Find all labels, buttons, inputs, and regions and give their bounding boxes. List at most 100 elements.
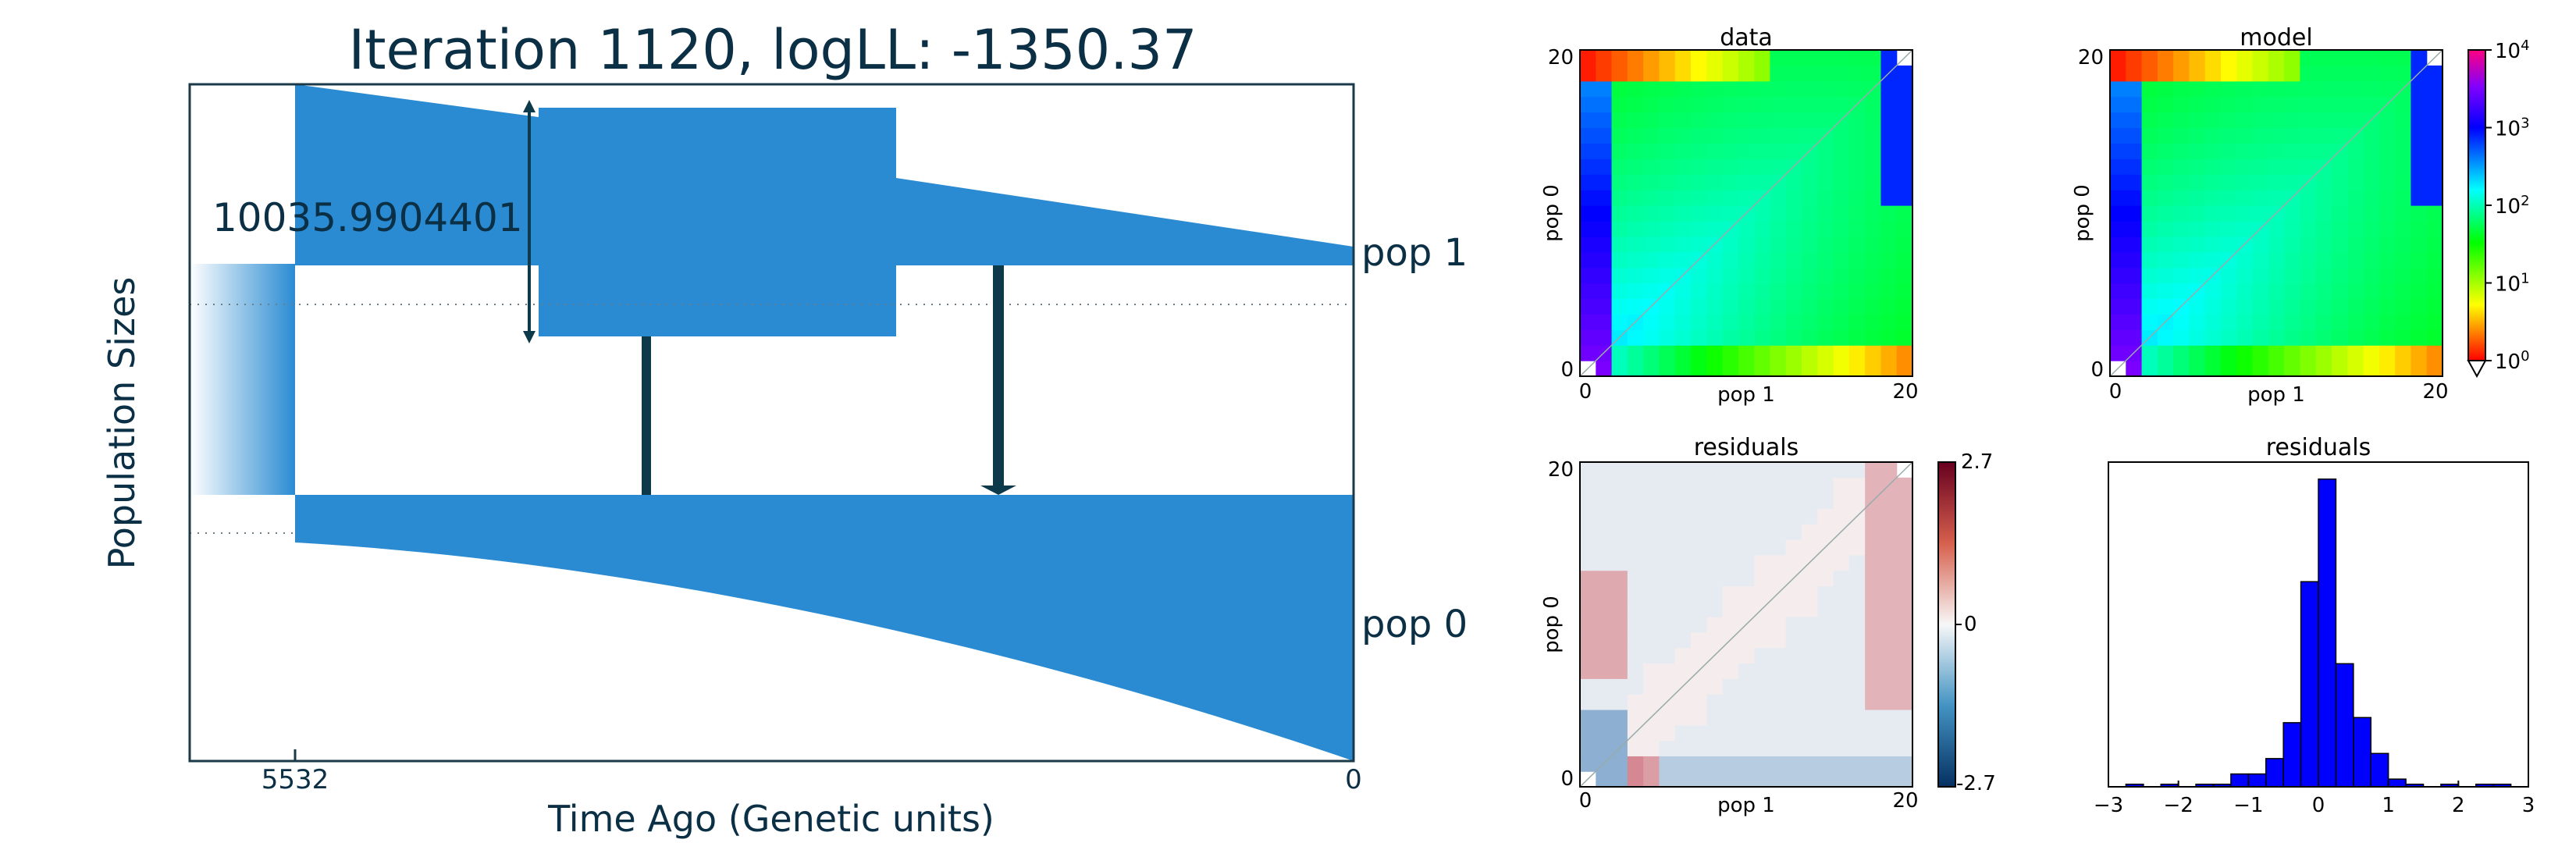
heatmap-cell bbox=[1833, 477, 1850, 494]
heatmap-cell bbox=[2332, 251, 2348, 269]
heatmap-cell bbox=[1802, 724, 1818, 742]
heatmap-cell bbox=[1611, 631, 1628, 649]
heatmap-cell bbox=[2332, 112, 2348, 129]
heatmap-cell bbox=[1643, 361, 1660, 377]
heatmap-cell bbox=[2204, 65, 2222, 82]
heatmap-cell bbox=[2221, 205, 2237, 222]
heatmap-cell bbox=[1659, 329, 1676, 346]
heatmap-cell bbox=[2110, 190, 2126, 206]
heatmap-cell bbox=[1896, 678, 1913, 695]
heatmap-cell bbox=[1817, 709, 1834, 726]
heatmap-cell bbox=[2315, 298, 2332, 315]
heatmap-cell bbox=[2252, 143, 2269, 159]
heatmap-cell bbox=[1865, 283, 1882, 300]
colorbar-tick-label: 103 bbox=[2495, 116, 2530, 141]
heatmap-cell bbox=[1738, 694, 1755, 710]
heatmap-cell bbox=[2395, 345, 2412, 361]
heatmap-cell bbox=[1785, 524, 1802, 540]
heatmap-cell bbox=[1880, 554, 1898, 571]
heatmap-cell bbox=[1706, 329, 1724, 346]
pop-0-label: pop 0 bbox=[1361, 603, 1468, 646]
heatmap-cell bbox=[1611, 617, 1628, 633]
heatmap-cell bbox=[1754, 570, 1771, 587]
heatmap-cell bbox=[2252, 314, 2269, 330]
heatmap-cell bbox=[1785, 709, 1802, 726]
heatmap-cell bbox=[1722, 127, 1739, 144]
heatmap-cell bbox=[1627, 190, 1644, 206]
heatmap-cell bbox=[2173, 329, 2190, 346]
heatmap-cell bbox=[1865, 570, 1882, 587]
heatmap-cell bbox=[1770, 220, 1787, 237]
heatmap-cell bbox=[1802, 663, 1818, 679]
heatmap-cell bbox=[2411, 329, 2428, 346]
heatmap-cell bbox=[1659, 771, 1676, 788]
heatmap-cell bbox=[2315, 345, 2332, 361]
heatmap-cell bbox=[2157, 345, 2174, 361]
heatmap-cell bbox=[1802, 678, 1818, 695]
heatmap-cell bbox=[1865, 756, 1882, 772]
data-heatmap-frame bbox=[1579, 49, 1913, 377]
heatmap-cell bbox=[2284, 251, 2301, 269]
heatmap-cell bbox=[1627, 601, 1644, 617]
heatmap-cell bbox=[2173, 158, 2190, 175]
heatmap-cell bbox=[1611, 96, 1628, 113]
heatmap-cell bbox=[2252, 345, 2269, 361]
heatmap-cell bbox=[1865, 50, 1882, 66]
heatmap-cell bbox=[2221, 361, 2237, 377]
x-tick-label: 20 bbox=[2422, 380, 2448, 404]
heatmap-cell bbox=[1833, 539, 1850, 556]
heatmap-cell bbox=[1722, 283, 1739, 300]
heatmap-cell bbox=[1785, 771, 1802, 788]
heatmap-cell bbox=[1596, 329, 1613, 346]
heatmap-cell bbox=[1738, 345, 1755, 361]
heatmap-cell bbox=[1880, 112, 1898, 129]
heatmap-cell bbox=[1706, 190, 1724, 206]
heatmap-cell bbox=[2141, 112, 2158, 129]
heatmap-cell bbox=[1674, 740, 1692, 756]
heatmap-cell bbox=[1580, 493, 1596, 510]
heatmap-cell bbox=[2236, 361, 2254, 377]
heatmap-cell bbox=[1691, 174, 1707, 190]
heatmap-cell bbox=[2332, 345, 2348, 361]
heatmap-cell bbox=[2379, 314, 2396, 330]
heatmap-cell bbox=[1880, 601, 1898, 617]
heatmap-cell bbox=[1627, 329, 1644, 346]
heatmap-cell bbox=[1674, 143, 1692, 159]
heatmap-cell bbox=[2347, 158, 2364, 175]
heatmap-cell bbox=[1817, 345, 1834, 361]
heatmap-cell bbox=[2332, 236, 2348, 253]
heatmap-cell bbox=[1880, 570, 1898, 587]
heatmap-cell bbox=[1643, 220, 1660, 237]
heatmap-cell bbox=[2204, 298, 2222, 315]
heatmap-cell bbox=[1580, 554, 1596, 571]
heatmap-cell bbox=[1627, 298, 1644, 315]
heatmap-cell bbox=[1691, 740, 1707, 756]
heatmap-cell bbox=[1880, 740, 1898, 756]
heatmap-cell bbox=[1802, 127, 1818, 144]
heatmap-cell bbox=[1706, 267, 1724, 284]
x-axis-label: pop 1 bbox=[2247, 383, 2305, 407]
heatmap-cell bbox=[1848, 158, 1866, 175]
heatmap-cell bbox=[1674, 65, 1692, 82]
heatmap-cell bbox=[1691, 314, 1707, 330]
heatmap-cell bbox=[2347, 205, 2364, 222]
heatmap-cell bbox=[2315, 220, 2332, 237]
heatmap-cell bbox=[2379, 236, 2396, 253]
heatmap-cell bbox=[2395, 236, 2412, 253]
heatmap-cell bbox=[1643, 493, 1660, 510]
heatmap-cell bbox=[2126, 50, 2143, 66]
heatmap-cell bbox=[1848, 65, 1866, 82]
heatmap-cell bbox=[2204, 345, 2222, 361]
heatmap-cell bbox=[2379, 345, 2396, 361]
heatmap-cell bbox=[1896, 205, 1913, 222]
heatmap-cell bbox=[1896, 220, 1913, 237]
heatmap-cell bbox=[2204, 329, 2222, 346]
heatmap-cell bbox=[1754, 50, 1771, 66]
heatmap-cell bbox=[1896, 524, 1913, 540]
heatmap-cell bbox=[2141, 361, 2158, 377]
heatmap-cell bbox=[1770, 647, 1787, 664]
heatmap-cell bbox=[2315, 112, 2332, 129]
heatmap-cell bbox=[1643, 694, 1660, 710]
heatmap-cell bbox=[2284, 174, 2301, 190]
heatmap-cell bbox=[1627, 694, 1644, 710]
